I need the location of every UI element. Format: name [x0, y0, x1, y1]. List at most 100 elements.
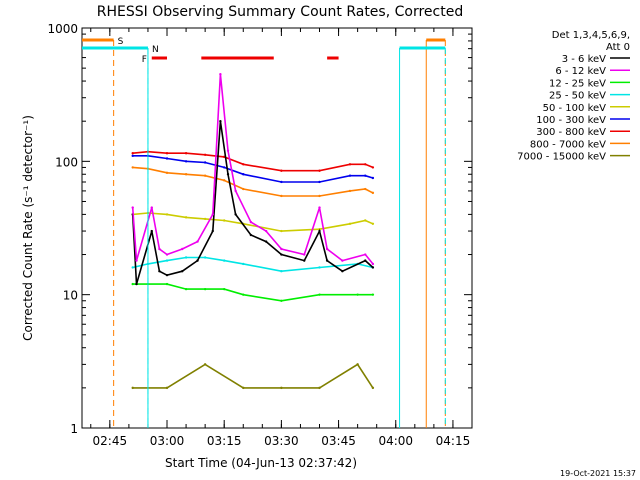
x-tick-label: 03:15: [207, 434, 242, 448]
data-point: [364, 219, 367, 222]
legend-label: 50 - 100 keV: [543, 103, 607, 114]
legend-label: 25 - 50 keV: [549, 91, 606, 102]
data-point: [325, 247, 329, 251]
data-point: [184, 152, 188, 155]
data-point: [131, 152, 134, 155]
data-point: [135, 282, 138, 286]
data-point: [249, 220, 253, 224]
data-point: [131, 282, 134, 286]
data-point: [242, 187, 245, 191]
data-point: [226, 149, 230, 152]
data-point: [318, 206, 321, 209]
data-point: [356, 293, 359, 296]
data-point: [196, 240, 199, 243]
data-point: [242, 262, 245, 266]
legend-label: 800 - 7000 keV: [530, 139, 606, 150]
data-point: [280, 269, 283, 273]
data-point: [226, 173, 230, 176]
data-point: [158, 269, 161, 273]
x-axis-label: Start Time (04-Jun-13 02:37:42): [165, 456, 357, 470]
plot-area: [131, 73, 375, 390]
data-point: [131, 266, 134, 269]
data-point: [222, 166, 226, 169]
data-point: [219, 119, 222, 123]
data-point: [181, 269, 184, 273]
legend-label: 3 - 6 keV: [562, 54, 606, 65]
data-point: [371, 191, 375, 195]
data-point: [222, 287, 226, 291]
data-point: [131, 206, 134, 209]
data-point: [371, 176, 375, 180]
legend-label: 100 - 300 keV: [536, 115, 606, 126]
series-line: [132, 363, 374, 389]
data-point: [303, 253, 306, 256]
data-point: [242, 386, 245, 390]
legend-header: Att 0: [606, 42, 630, 53]
flag-bars: S NF: [82, 37, 446, 428]
x-tick-label: 03:00: [150, 434, 185, 448]
legend-label: 7000 - 15000 keV: [517, 152, 606, 163]
y-tick-label: 100: [55, 155, 78, 169]
data-point: [181, 247, 184, 251]
data-point: [184, 287, 188, 291]
data-point: [318, 194, 321, 198]
data-point: [222, 219, 226, 222]
y-tick-label: 1000: [47, 22, 78, 36]
data-point: [165, 157, 169, 160]
data-point: [318, 169, 321, 172]
data-point: [280, 229, 283, 233]
legend-label: 6 - 12 keV: [555, 66, 606, 77]
data-point: [184, 160, 188, 163]
data-point: [364, 187, 367, 191]
data-point: [165, 259, 169, 262]
x-tick-label: 03:45: [321, 434, 356, 448]
data-point: [371, 266, 375, 269]
legend-label: 300 - 800 keV: [536, 127, 606, 138]
data-point: [203, 217, 207, 221]
flag-f-label: F: [142, 55, 147, 65]
y-tick-label: 1: [70, 422, 78, 436]
data-point: [371, 386, 375, 390]
legend-label: 12 - 25 keV: [549, 78, 606, 89]
data-point: [280, 299, 283, 302]
data-point: [371, 262, 375, 266]
x-tick-label: 04:15: [436, 434, 471, 448]
data-point: [249, 233, 253, 237]
data-point: [280, 253, 283, 256]
flag-n-label: N: [152, 45, 159, 55]
series-line: [131, 121, 374, 285]
data-point: [165, 273, 169, 277]
data-point: [356, 363, 359, 366]
chart-title: RHESSI Observing Summary Count Rates, Co…: [97, 4, 463, 20]
data-point: [150, 229, 153, 233]
data-point: [219, 73, 222, 76]
flag-s-label: S: [118, 37, 124, 47]
data-point: [348, 174, 352, 177]
data-point: [371, 166, 375, 169]
data-point: [318, 227, 321, 231]
data-point: [264, 240, 268, 243]
data-point: [165, 213, 169, 216]
data-point: [165, 171, 169, 175]
data-point: [325, 259, 329, 262]
data-point: [318, 180, 321, 184]
y-axis-label: Corrected Count Rate (s⁻¹ detector⁻¹): [21, 115, 35, 341]
timestamp: 19-Oct-2021 15:37: [560, 469, 636, 478]
data-point: [318, 229, 321, 233]
data-point: [222, 259, 226, 262]
data-point: [280, 169, 283, 172]
series-line: [132, 155, 374, 183]
x-tick-label: 04:00: [378, 434, 413, 448]
data-point: [203, 363, 207, 366]
data-point: [364, 259, 367, 262]
data-point: [364, 253, 367, 256]
data-point: [165, 282, 169, 286]
data-point: [196, 259, 199, 262]
y-tick-label: 10: [63, 289, 78, 303]
data-point: [135, 259, 138, 262]
data-point: [280, 386, 283, 390]
data-point: [131, 154, 134, 158]
series-line: [132, 150, 374, 172]
data-point: [318, 293, 321, 296]
